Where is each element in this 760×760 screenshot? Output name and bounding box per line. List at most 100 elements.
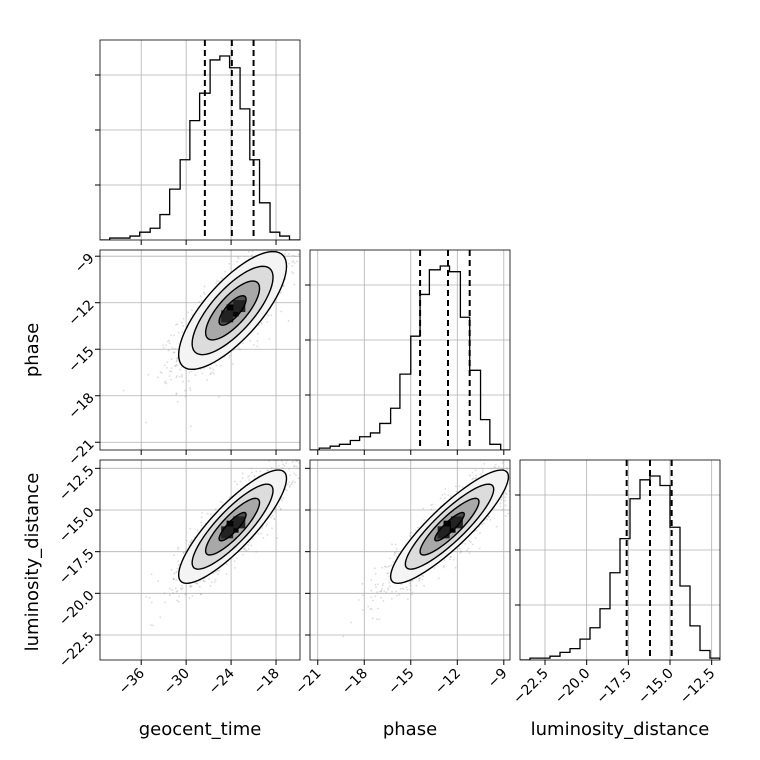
scatter-point xyxy=(452,558,455,561)
scatter-point xyxy=(184,550,187,553)
scatter-point xyxy=(202,579,205,582)
scatter-point xyxy=(150,624,152,627)
scatter-point xyxy=(256,340,259,343)
scatter-point xyxy=(159,616,162,619)
scatter-point xyxy=(288,481,291,484)
scatter-point xyxy=(524,480,526,482)
scatter-point xyxy=(288,468,290,470)
scatter-point xyxy=(292,260,295,263)
scatter-point xyxy=(267,469,269,472)
scatter-point xyxy=(206,512,209,515)
scatter-point xyxy=(293,472,295,475)
scatter-point xyxy=(388,565,391,567)
scatter-point xyxy=(408,582,411,585)
scatter-point xyxy=(283,446,285,448)
scatter-point xyxy=(289,484,292,487)
scatter-point xyxy=(175,359,178,362)
density-peak xyxy=(233,516,246,529)
scatter-point xyxy=(253,475,256,477)
scatter-point xyxy=(266,469,269,472)
scatter-point xyxy=(361,582,364,585)
scatter-point xyxy=(215,282,218,285)
scatter-point xyxy=(168,342,171,344)
panel-frame xyxy=(99,249,301,451)
scatter-point xyxy=(176,357,178,360)
scatter-point xyxy=(506,468,509,471)
scatter-point xyxy=(297,253,300,256)
y-tick-label: −12 xyxy=(65,297,97,329)
scatter-point xyxy=(410,584,412,587)
scatter-point xyxy=(370,579,373,581)
scatter-point xyxy=(505,467,508,470)
scatter-point xyxy=(294,481,297,484)
scatter-point xyxy=(526,457,528,459)
scatter-point xyxy=(302,458,304,460)
scatter-point xyxy=(374,572,377,575)
scatter-point xyxy=(167,340,169,343)
scatter-point xyxy=(250,254,253,257)
scatter-point xyxy=(163,382,166,384)
x-axis-label-phase: phase xyxy=(383,719,437,740)
scatter-point xyxy=(187,380,190,383)
scatter-point xyxy=(250,467,253,470)
scatter-point xyxy=(469,474,471,477)
scatter-point xyxy=(175,392,178,395)
scatter-point xyxy=(499,505,502,508)
histogram-phase xyxy=(310,250,510,450)
scatter-point xyxy=(245,549,248,552)
scatter-point xyxy=(475,529,478,532)
scatter-point xyxy=(181,330,184,333)
scatter-point xyxy=(391,543,393,546)
scatter-point xyxy=(517,473,519,475)
scatter-point xyxy=(447,494,450,496)
scatter-point xyxy=(396,594,398,597)
scatter-point xyxy=(217,280,220,283)
scatter-point xyxy=(313,217,315,219)
scatter-point xyxy=(284,253,286,255)
scatter-point xyxy=(196,582,199,585)
scatter-point xyxy=(410,593,413,596)
scatter-point xyxy=(285,462,288,465)
scatter-point xyxy=(293,465,296,468)
scatter-point xyxy=(454,485,457,488)
scatter-point xyxy=(190,539,193,542)
scatter-point xyxy=(201,372,204,375)
scatter-point xyxy=(200,524,203,527)
scatter-point xyxy=(298,462,300,464)
scatter-point xyxy=(293,283,296,286)
scatter-point xyxy=(398,593,401,596)
scatter-point xyxy=(273,518,276,521)
scatter-point xyxy=(172,351,175,354)
scatter-point xyxy=(389,585,392,588)
scatter-point xyxy=(273,517,275,520)
scatter-point xyxy=(171,346,174,349)
scatter-point xyxy=(220,277,223,279)
scatter-point xyxy=(259,470,262,473)
scatter-point xyxy=(517,465,519,467)
scatter-point xyxy=(274,510,277,513)
scatter-point xyxy=(481,471,484,474)
scatter-point xyxy=(442,565,445,567)
scatter-point xyxy=(248,479,251,481)
density-peak xyxy=(221,310,234,323)
scatter-point xyxy=(208,366,211,369)
scatter-point xyxy=(182,325,185,327)
scatter-point xyxy=(277,245,279,247)
scatter-point xyxy=(257,241,259,243)
scatter-point xyxy=(291,271,293,273)
scatter-point xyxy=(211,371,214,374)
scatter-point xyxy=(374,595,377,598)
scatter-point xyxy=(157,376,159,379)
scatter-point xyxy=(241,477,244,479)
scatter-point xyxy=(202,580,205,582)
scatter-point xyxy=(188,597,191,599)
scatter-point xyxy=(244,547,246,550)
scatter-point xyxy=(281,440,283,442)
y-axis-label-phase: phase xyxy=(22,323,43,377)
scatter-point xyxy=(165,382,168,385)
scatter-point xyxy=(507,512,510,515)
scatter-point xyxy=(495,525,498,528)
scatter-point xyxy=(216,569,219,572)
scatter-point xyxy=(474,537,477,540)
